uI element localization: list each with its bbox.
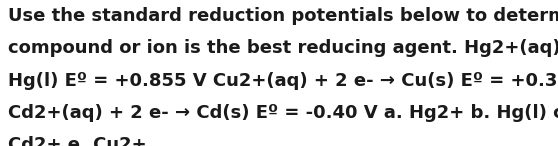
Text: Cd2+(aq) + 2 e- → Cd(s) Eº = -0.40 V a. Hg2+ b. Hg(l) c. Cd d.: Cd2+(aq) + 2 e- → Cd(s) Eº = -0.40 V a. … xyxy=(8,104,558,122)
Text: Hg(l) Eº = +0.855 V Cu2+(aq) + 2 e- → Cu(s) Eº = +0.337 V: Hg(l) Eº = +0.855 V Cu2+(aq) + 2 e- → Cu… xyxy=(8,72,558,89)
Text: compound or ion is the best reducing agent. Hg2+(aq) + 2 e- →: compound or ion is the best reducing age… xyxy=(8,39,558,57)
Text: Use the standard reduction potentials below to determine which: Use the standard reduction potentials be… xyxy=(8,7,558,25)
Text: Cd2+ e. Cu2+: Cd2+ e. Cu2+ xyxy=(8,136,147,146)
